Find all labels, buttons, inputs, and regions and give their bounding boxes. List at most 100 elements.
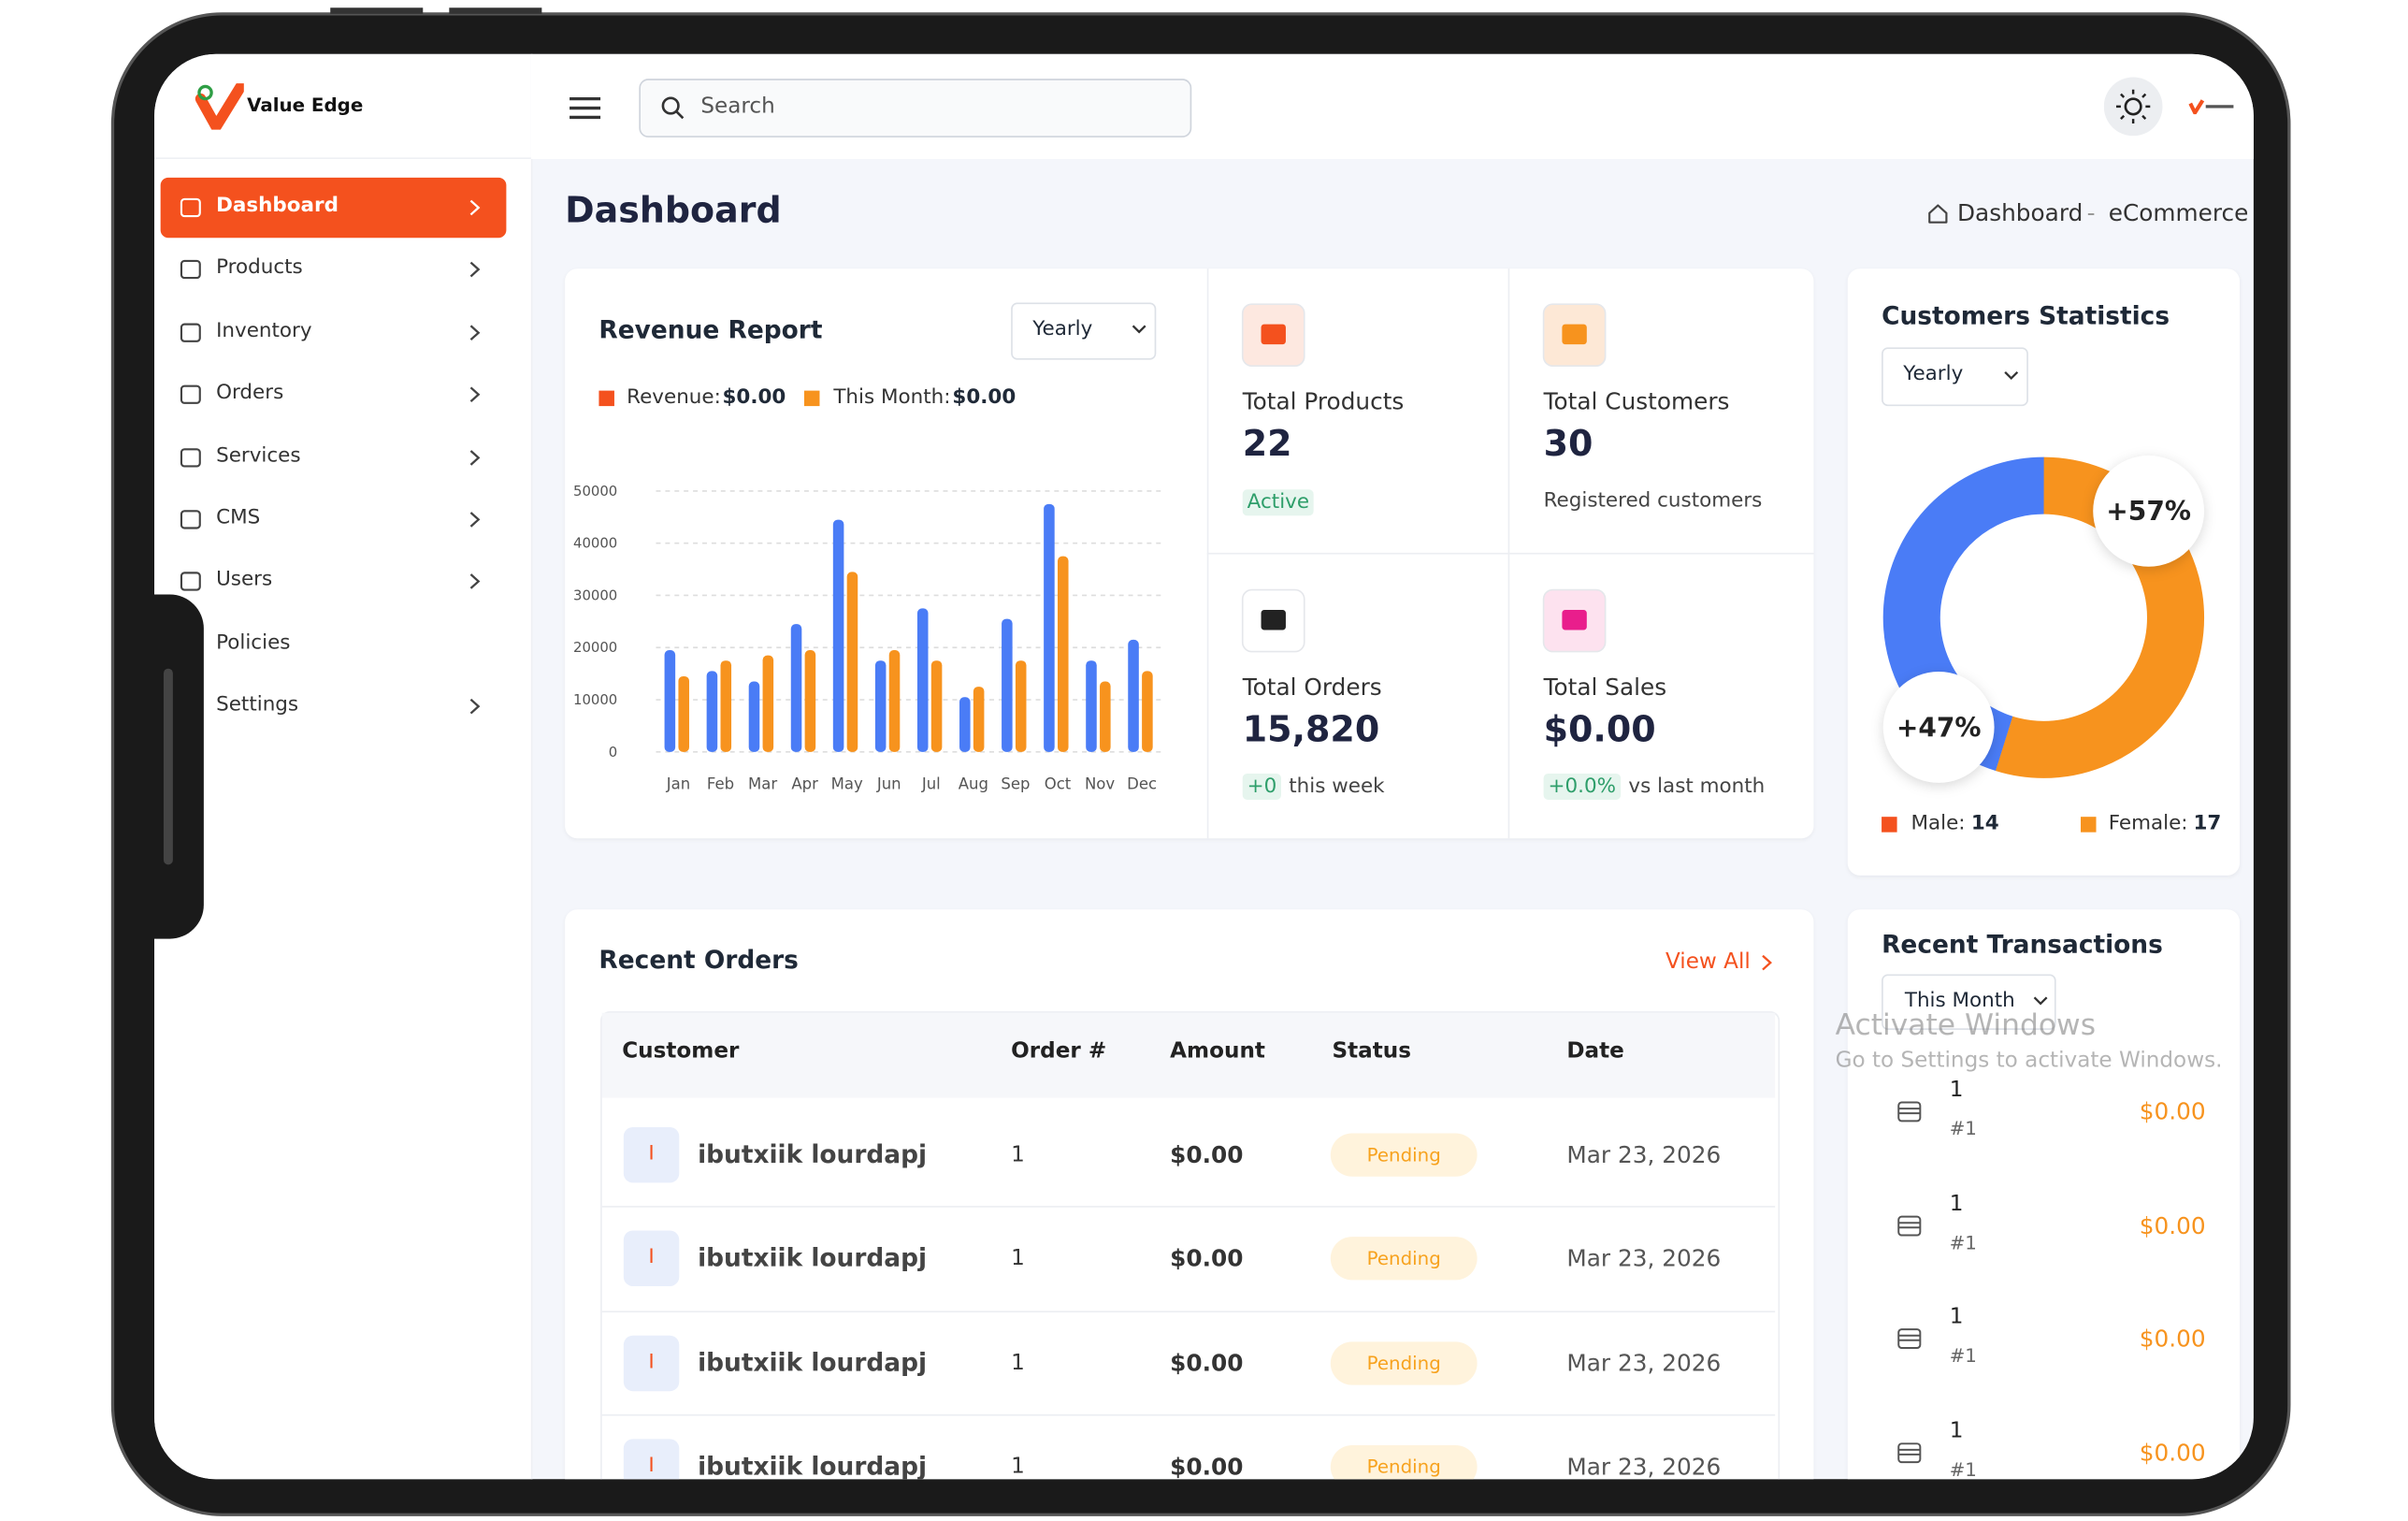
menu-button[interactable]	[568, 94, 601, 123]
period-select[interactable]	[1882, 974, 2056, 1030]
column-header: Customer	[622, 1038, 740, 1065]
nav-item[interactable]	[161, 676, 507, 736]
nav-label[interactable]: Orders	[216, 382, 284, 405]
table-header	[601, 1012, 1776, 1098]
content: Value Edge Search Dashboard Dashboard - …	[154, 53, 2254, 1480]
nav-label[interactable]: Settings	[216, 693, 299, 717]
customer-name: ibutxiik lourdapj	[698, 1347, 928, 1377]
transaction-title[interactable]: 1	[1949, 1418, 1964, 1443]
device-button	[449, 7, 542, 14]
y-tick-label: 30000	[573, 587, 617, 603]
nav-item[interactable]	[161, 365, 507, 425]
stat-label: Total Customers	[1543, 387, 1730, 416]
column-header: Amount	[1170, 1038, 1265, 1065]
bar	[1044, 503, 1055, 752]
row-divider	[601, 1206, 1776, 1209]
card-title: Customers Statistics	[1882, 300, 2170, 331]
x-tick-label: Feb	[707, 775, 734, 792]
stat-badge: +0.0%	[1543, 773, 1622, 801]
transaction-amount: $0.00	[2139, 1097, 2206, 1126]
nav-label[interactable]: Policies	[216, 630, 291, 655]
column-header: Date	[1566, 1038, 1624, 1065]
nav-icon	[180, 197, 201, 218]
nav-item[interactable]	[160, 177, 507, 239]
avatar: I	[623, 1231, 680, 1287]
transaction-amount: $0.00	[2139, 1439, 2206, 1467]
amount: $0.00	[1170, 1453, 1244, 1480]
nav-label[interactable]: Users	[216, 569, 273, 592]
bar	[804, 650, 816, 752]
stat-icon	[1542, 588, 1607, 653]
amount: $0.00	[1170, 1244, 1244, 1273]
transaction-ref: #1	[1949, 1231, 1977, 1253]
nav-icon	[180, 384, 201, 405]
search-placeholder: Search	[700, 94, 775, 120]
transaction-amount: $0.00	[2139, 1325, 2206, 1354]
stat-label: Total Sales	[1543, 673, 1667, 702]
transactions-card	[1847, 909, 2241, 1480]
x-tick-label: May	[831, 775, 863, 792]
order-number: 1	[1011, 1454, 1025, 1480]
breadcrumb[interactable]: Dashboard	[1956, 198, 2084, 227]
bar	[1002, 618, 1013, 752]
nav-item[interactable]	[161, 302, 507, 362]
avatar: I	[623, 1335, 680, 1391]
nav-item[interactable]	[161, 239, 507, 299]
nav-item[interactable]	[161, 552, 507, 612]
sidebar	[154, 53, 533, 1480]
search-box[interactable]	[639, 79, 1192, 138]
amount: $0.00	[1170, 1140, 1244, 1169]
bar	[678, 675, 689, 752]
nav-icon	[180, 447, 201, 467]
breadcrumb: eCommerce	[2108, 198, 2249, 227]
page-title: Dashboard	[565, 191, 782, 232]
period-value: This Month	[1904, 990, 2015, 1013]
transaction-title[interactable]: 1	[1949, 1305, 1964, 1330]
divider	[154, 157, 531, 160]
bar	[664, 650, 676, 752]
card-title: Recent Transactions	[1882, 929, 2163, 960]
x-tick-label: Dec	[1127, 775, 1157, 792]
nav-label[interactable]: Services	[216, 443, 301, 468]
nav-label[interactable]: Inventory	[216, 319, 312, 343]
date: Mar 23, 2026	[1566, 1348, 1722, 1377]
avatar-logo[interactable]	[2188, 99, 2236, 115]
nav-item[interactable]	[161, 615, 507, 674]
order-number: 1	[1011, 1350, 1025, 1376]
nav-item[interactable]	[161, 427, 507, 487]
period-select[interactable]	[1011, 302, 1157, 360]
period-select[interactable]	[1882, 347, 2028, 407]
stat-icon	[1241, 588, 1305, 653]
transaction-title[interactable]: 1	[1949, 1191, 1964, 1217]
legend-label: This Month:	[833, 385, 951, 410]
divider	[1206, 552, 1814, 555]
transaction-ref: #1	[1949, 1118, 1977, 1140]
nav-label[interactable]: Products	[216, 256, 303, 281]
transaction-icon	[1897, 1328, 1922, 1350]
bar	[1057, 556, 1069, 752]
stat-icon	[1542, 303, 1607, 368]
watermark-title: Activate Windows	[1835, 1007, 2097, 1043]
nav-label[interactable]: Dashboard	[216, 194, 339, 218]
order-number: 1	[1011, 1246, 1025, 1271]
badge-label: +57%	[2106, 496, 2191, 527]
transaction-title[interactable]: 1	[1949, 1078, 1964, 1103]
nav-label[interactable]: CMS	[216, 506, 261, 530]
orders-card	[565, 909, 1814, 1480]
theme-toggle[interactable]	[2103, 77, 2163, 137]
x-tick-label: Jun	[876, 775, 901, 792]
badge-bg	[2093, 455, 2205, 567]
chevron	[469, 262, 481, 278]
bar	[930, 660, 943, 752]
card-title: Recent Orders	[598, 945, 799, 975]
view-all[interactable]: View All	[1665, 949, 1751, 975]
customer-name: ibutxiik lourdapj	[698, 1451, 928, 1480]
bar	[720, 660, 732, 752]
nav-icon	[180, 572, 201, 592]
bar	[973, 687, 985, 752]
nav-item[interactable]	[161, 489, 507, 549]
chevron	[2004, 370, 2019, 381]
badge-label: +47%	[1896, 712, 1982, 743]
